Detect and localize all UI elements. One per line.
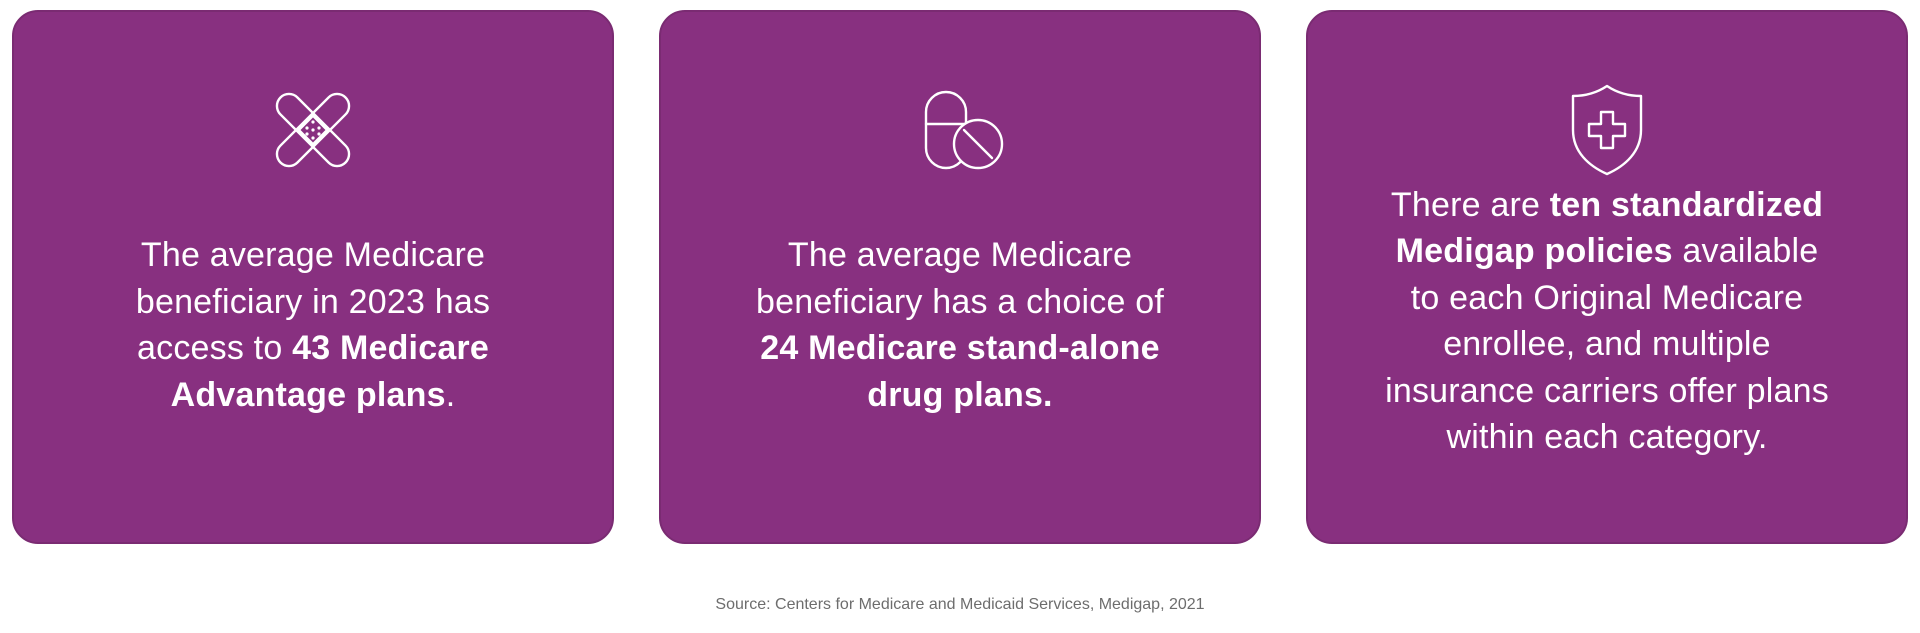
- stat-line: enrollee, and multiple: [1443, 325, 1771, 363]
- stat-line: insurance carriers offer plans: [1385, 371, 1829, 410]
- stat-text: The average Medicare beneficiary has a c…: [661, 12, 1259, 542]
- stat-card-drug-plans: The average Medicare beneficiary has a c…: [659, 10, 1261, 544]
- stat-line: There are ten standardized: [1390, 185, 1824, 224]
- pills-icon: [908, 78, 1012, 182]
- stat-line: drug plans.: [867, 375, 1053, 414]
- source-citation: Source: Centers for Medicare and Medicai…: [715, 596, 1205, 613]
- stat-line: to each Original Medicare: [1410, 278, 1804, 317]
- stat-line: within each category.: [1446, 418, 1768, 456]
- stat-card-medigap: There are ten standardized Medigap polic…: [1306, 10, 1908, 544]
- bandage-icon: [261, 78, 365, 182]
- stat-line: Advantage plans.: [170, 375, 456, 414]
- stat-line: The average Medicare: [787, 236, 1133, 274]
- stat-line: access to 43 Medicare: [137, 329, 489, 367]
- stat-line: beneficiary has a choice of: [756, 282, 1164, 321]
- stat-text: There are ten standardized Medigap polic…: [1308, 12, 1906, 542]
- stat-text: The average Medicare beneficiary in 2023…: [14, 12, 612, 542]
- shield-cross-icon: [1555, 78, 1659, 182]
- stat-line: Medigap policies available: [1395, 232, 1819, 270]
- stat-line: beneficiary in 2023 has: [135, 282, 491, 321]
- stat-line: The average Medicare: [140, 236, 486, 274]
- stat-card-medicare-advantage: The average Medicare beneficiary in 2023…: [12, 10, 614, 544]
- stat-line: 24 Medicare stand-alone: [760, 329, 1160, 367]
